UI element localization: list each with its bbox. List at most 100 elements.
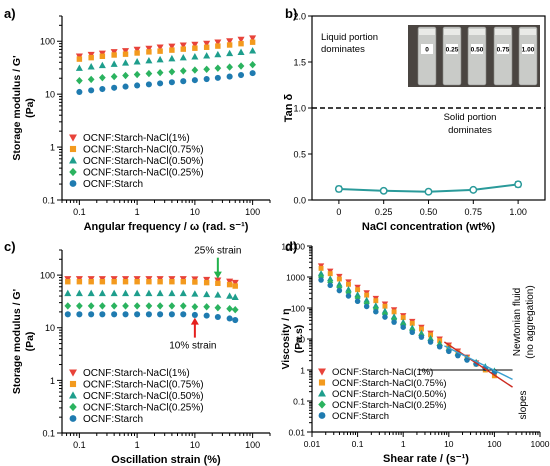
- data-point: [99, 85, 106, 93]
- vial-label: 0: [425, 47, 429, 54]
- legend-label: OCNF:Starch: [332, 411, 389, 422]
- data-point: [76, 311, 83, 318]
- legend-marker: [318, 368, 326, 376]
- data-point: [180, 278, 187, 285]
- x-tick-label: 10: [190, 440, 200, 450]
- y-tick-label: 1000: [286, 273, 305, 283]
- data-point: [232, 283, 238, 289]
- legend-marker: [69, 380, 77, 388]
- data-point: [192, 279, 198, 285]
- vial-label-bg: [497, 44, 509, 54]
- data-point: [363, 296, 370, 303]
- x-axis-title: Shear rate / (s⁻¹): [383, 453, 469, 465]
- data-point: [179, 67, 187, 75]
- data-point: [156, 68, 164, 77]
- data-point: [373, 298, 379, 304]
- data-point: [446, 348, 452, 355]
- vial: [467, 26, 487, 86]
- data-point: [179, 302, 187, 310]
- data-point: [191, 311, 198, 318]
- data-point: [191, 290, 199, 297]
- data-point: [379, 186, 388, 195]
- data-point: [99, 278, 106, 285]
- data-point: [400, 324, 406, 330]
- data-point: [110, 302, 118, 310]
- data-point: [157, 278, 163, 285]
- data-point: [391, 309, 397, 315]
- data-point: [418, 334, 425, 340]
- y-tick-label: 100: [40, 271, 55, 281]
- legend-label: OCNF:Starch: [83, 179, 143, 190]
- data-point: [345, 289, 352, 297]
- data-point: [145, 311, 152, 318]
- data-point: [111, 84, 118, 91]
- data-point: [133, 302, 141, 310]
- data-point: [238, 40, 244, 47]
- data-point: [98, 289, 106, 297]
- legend-marker: [69, 402, 77, 412]
- x-tick-label: 0.75: [465, 207, 483, 217]
- y-axis-title: Storage modulus / G': [11, 55, 23, 160]
- data-point: [381, 307, 389, 314]
- data-point: [87, 63, 95, 70]
- legend-label: OCNF:Starch-NaCl(0.50%): [83, 391, 204, 402]
- slopes-label: slopes: [518, 391, 529, 420]
- y-axis-unit: (Pa): [24, 332, 36, 352]
- data-point: [110, 60, 118, 67]
- data-point: [179, 289, 187, 297]
- data-point: [168, 43, 176, 51]
- data-point: [156, 289, 164, 297]
- data-point: [327, 278, 334, 286]
- data-point: [98, 61, 106, 69]
- data-point: [122, 302, 129, 310]
- data-point: [203, 65, 211, 73]
- x-tick-label: 1000: [531, 439, 550, 449]
- y-tick-label: 0.0: [293, 196, 306, 206]
- data-point: [214, 74, 221, 81]
- legend-label: OCNF:Starch-NaCl(1%): [332, 367, 433, 378]
- vial: [417, 26, 437, 86]
- data-point: [133, 58, 141, 65]
- x-tick-label: 10: [190, 207, 200, 217]
- data-point: [226, 292, 234, 299]
- data-point: [146, 278, 152, 285]
- legend-label: OCNF:Starch: [83, 414, 143, 425]
- data-point: [382, 314, 388, 320]
- data-point: [427, 339, 434, 345]
- annotation-liquid: Liquid portion: [321, 32, 378, 43]
- data-point: [336, 276, 342, 282]
- data-point: [203, 76, 210, 83]
- data-point: [327, 271, 333, 277]
- data-point: [391, 319, 397, 325]
- vial-label: 0.50: [471, 47, 484, 54]
- data-point: [372, 305, 379, 313]
- y-tick-label: 10: [45, 323, 55, 333]
- data-point: [215, 43, 221, 49]
- data-point: [192, 45, 198, 51]
- data-point: [191, 53, 199, 60]
- legend-label: OCNF:Starch-NaCl(0.50%): [83, 156, 204, 167]
- data-point: [76, 302, 83, 310]
- data-point: [346, 281, 351, 287]
- x-tick-label: 0.1: [73, 440, 86, 450]
- panel-label-c: c): [4, 239, 16, 254]
- legend-marker: [69, 415, 77, 422]
- data-point: [231, 293, 239, 300]
- vial: [518, 26, 538, 86]
- data-point: [134, 278, 140, 285]
- legend-marker: [69, 145, 77, 153]
- data-point: [88, 278, 94, 285]
- vial-cap: [520, 29, 536, 35]
- data-point: [226, 49, 234, 57]
- data-point: [168, 54, 176, 62]
- legend-marker: [69, 134, 77, 142]
- x-tick-label: 1: [401, 439, 406, 449]
- data-point: [345, 286, 352, 292]
- data-point: [76, 76, 83, 85]
- data-point: [191, 77, 198, 84]
- data-point: [469, 185, 478, 194]
- data-point: [145, 302, 153, 310]
- data-point: [157, 80, 164, 87]
- y-axis-title: Storage modulus / G': [11, 289, 23, 394]
